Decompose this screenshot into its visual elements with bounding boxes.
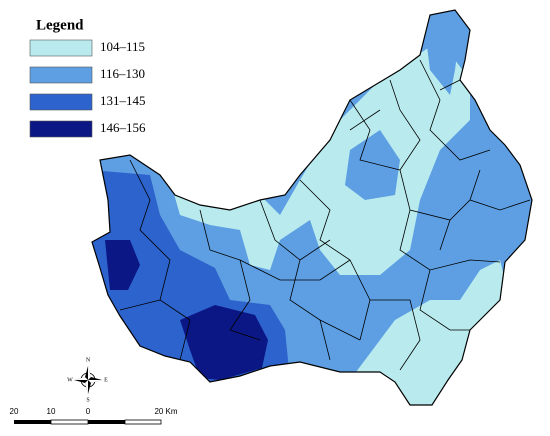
legend-swatch xyxy=(29,66,93,84)
scale-label: 20 Km xyxy=(154,407,177,416)
compass-label: E xyxy=(104,377,108,383)
legend-swatch xyxy=(29,120,93,138)
zone xyxy=(180,305,268,380)
scale-label: 10 xyxy=(47,407,56,416)
compass-label: W xyxy=(67,377,73,383)
legend-label: 104–115 xyxy=(100,39,145,54)
legend-swatch xyxy=(29,39,93,57)
legend-label: 146–156 xyxy=(100,120,146,135)
legend-items: 104–115 116–130 131–145 146–156 xyxy=(29,39,146,138)
scale-label: 0 xyxy=(86,407,91,416)
scale-bar: 20 10 0 20 Km xyxy=(10,407,178,425)
zone xyxy=(345,130,400,200)
scale-label: 20 xyxy=(10,407,19,416)
compass: N S E W xyxy=(67,357,108,403)
zone xyxy=(105,240,140,290)
zone xyxy=(425,30,460,95)
legend-title: Legend xyxy=(36,17,84,33)
district-borders xyxy=(119,59,531,371)
legend-label: 131–145 xyxy=(100,93,146,108)
legend-swatch xyxy=(29,93,93,111)
legend: Legend 104–115 116–130 131–145 146–156 xyxy=(29,17,146,138)
compass-label: S xyxy=(86,397,89,403)
zone xyxy=(170,40,470,275)
legend-label: 116–130 xyxy=(100,66,145,81)
compass-label: N xyxy=(86,357,91,363)
